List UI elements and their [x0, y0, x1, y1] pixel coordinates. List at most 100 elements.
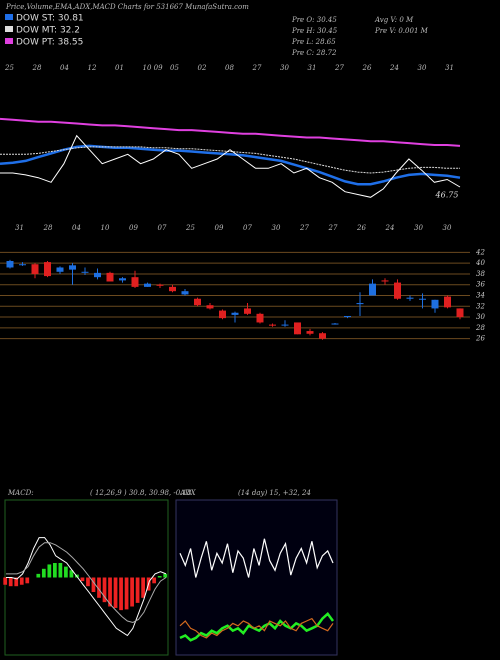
date-label: 09 — [129, 224, 138, 232]
legend-swatch — [5, 14, 13, 20]
candle-body — [244, 308, 251, 314]
date-label: 26 — [362, 64, 372, 72]
price-line — [0, 134, 461, 198]
candle-body — [94, 272, 101, 278]
candle-body — [394, 282, 401, 299]
date-label: 01 — [115, 64, 124, 72]
histogram-bar — [86, 577, 90, 587]
histogram-bar — [58, 563, 63, 578]
date-label: 27 — [328, 224, 338, 232]
y-tick-label: 30 — [476, 313, 485, 321]
date-label: 30 — [443, 224, 452, 232]
date-label: 25 — [4, 64, 14, 72]
date-label: 10 — [101, 224, 110, 232]
date-label: 31 — [445, 64, 454, 72]
ema-line — [0, 117, 461, 147]
date-label: 05 — [170, 64, 179, 72]
ema-line — [0, 146, 460, 174]
legend-swatch — [5, 38, 13, 44]
date-label: 24 — [385, 224, 395, 232]
panel-title: MACD: — [7, 489, 34, 497]
histogram-bar — [135, 577, 140, 603]
y-tick-label: 38 — [476, 270, 485, 278]
date-label: 28 — [43, 224, 53, 232]
candle-body — [431, 299, 439, 309]
macd-line — [6, 542, 167, 624]
date-label: 04 — [60, 64, 69, 72]
y-tick-label: 32 — [476, 302, 485, 310]
histogram-bar — [124, 577, 129, 610]
date-label: 30 — [418, 64, 427, 72]
candle-body — [331, 323, 339, 325]
panel-subtitle: ( 12,26,9 ) 30.8, 30.98, -0.18 — [90, 489, 192, 497]
date-label: 27 — [334, 64, 344, 72]
date-label: 27 — [299, 224, 309, 232]
histogram-bar — [47, 564, 52, 578]
y-tick-label: 40 — [475, 259, 485, 267]
candle-body — [269, 324, 276, 326]
legend-label: DOW PT: 38.55 — [16, 38, 83, 48]
date-label: 30 — [280, 64, 289, 72]
candle-body — [206, 305, 214, 309]
panel-title: ADX — [179, 489, 197, 497]
histogram-bar — [36, 573, 41, 578]
ema-line — [0, 144, 461, 186]
candle-body — [106, 272, 114, 282]
adx-line — [179, 538, 334, 578]
histogram-bar — [52, 563, 57, 578]
annotation: 46.75 — [435, 191, 459, 200]
candle-body — [69, 265, 76, 270]
panel-subtitle: (14 day) 15, +32, 24 — [238, 489, 311, 497]
candle-body — [19, 264, 26, 266]
histogram-bar — [163, 573, 168, 578]
candle-body — [6, 261, 14, 268]
candle-body — [231, 312, 239, 315]
y-tick-label: 36 — [476, 281, 485, 289]
date-label: 27 — [252, 64, 262, 72]
candle-body — [356, 303, 364, 305]
candle-body — [419, 298, 426, 300]
macd-line — [6, 537, 167, 637]
adx-frame — [175, 499, 338, 656]
date-label: 25 — [185, 224, 195, 232]
candle-body — [31, 264, 39, 274]
candle-body — [169, 286, 176, 292]
date-label: 26 — [356, 224, 366, 232]
candle-body — [56, 267, 64, 272]
candle-body — [44, 262, 51, 277]
adx-line — [179, 611, 335, 642]
date-label: 08 — [225, 64, 234, 72]
candle-body — [369, 283, 376, 296]
date-label: 02 — [198, 64, 207, 72]
histogram-bar — [14, 577, 19, 587]
legend-label: DOW MT: 32.2 — [16, 26, 80, 36]
candle-body — [294, 322, 301, 335]
histogram-bar — [3, 577, 8, 585]
histogram-bar — [157, 576, 162, 578]
stat: Pre C: 28.72 — [291, 49, 337, 57]
date-label: 07 — [243, 224, 252, 232]
histogram-bar — [80, 577, 85, 582]
candle-body — [406, 297, 414, 299]
histogram-bar — [19, 577, 24, 585]
candle-body — [156, 284, 164, 286]
date-label: 28 — [32, 64, 42, 72]
candle-body — [81, 271, 89, 273]
candle-body — [119, 278, 126, 281]
histogram-bar — [119, 577, 123, 611]
histogram-bar — [25, 577, 30, 584]
histogram-bar — [91, 577, 96, 592]
date-label: 24 — [389, 64, 399, 72]
histogram-bar — [102, 577, 107, 603]
date-label: 10 09 — [143, 64, 164, 72]
date-label: 07 — [158, 224, 167, 232]
date-label: 09 — [215, 224, 224, 232]
date-label: 04 — [72, 224, 81, 232]
stat: Avg V: 0 M — [374, 16, 414, 24]
histogram-bar — [141, 577, 145, 598]
histogram-bar — [69, 570, 74, 578]
adx-line — [179, 617, 334, 639]
date-label: 31 — [15, 224, 24, 232]
chart-title: Price,Volume,EMA,ADX,MACD Charts for 531… — [5, 3, 249, 11]
